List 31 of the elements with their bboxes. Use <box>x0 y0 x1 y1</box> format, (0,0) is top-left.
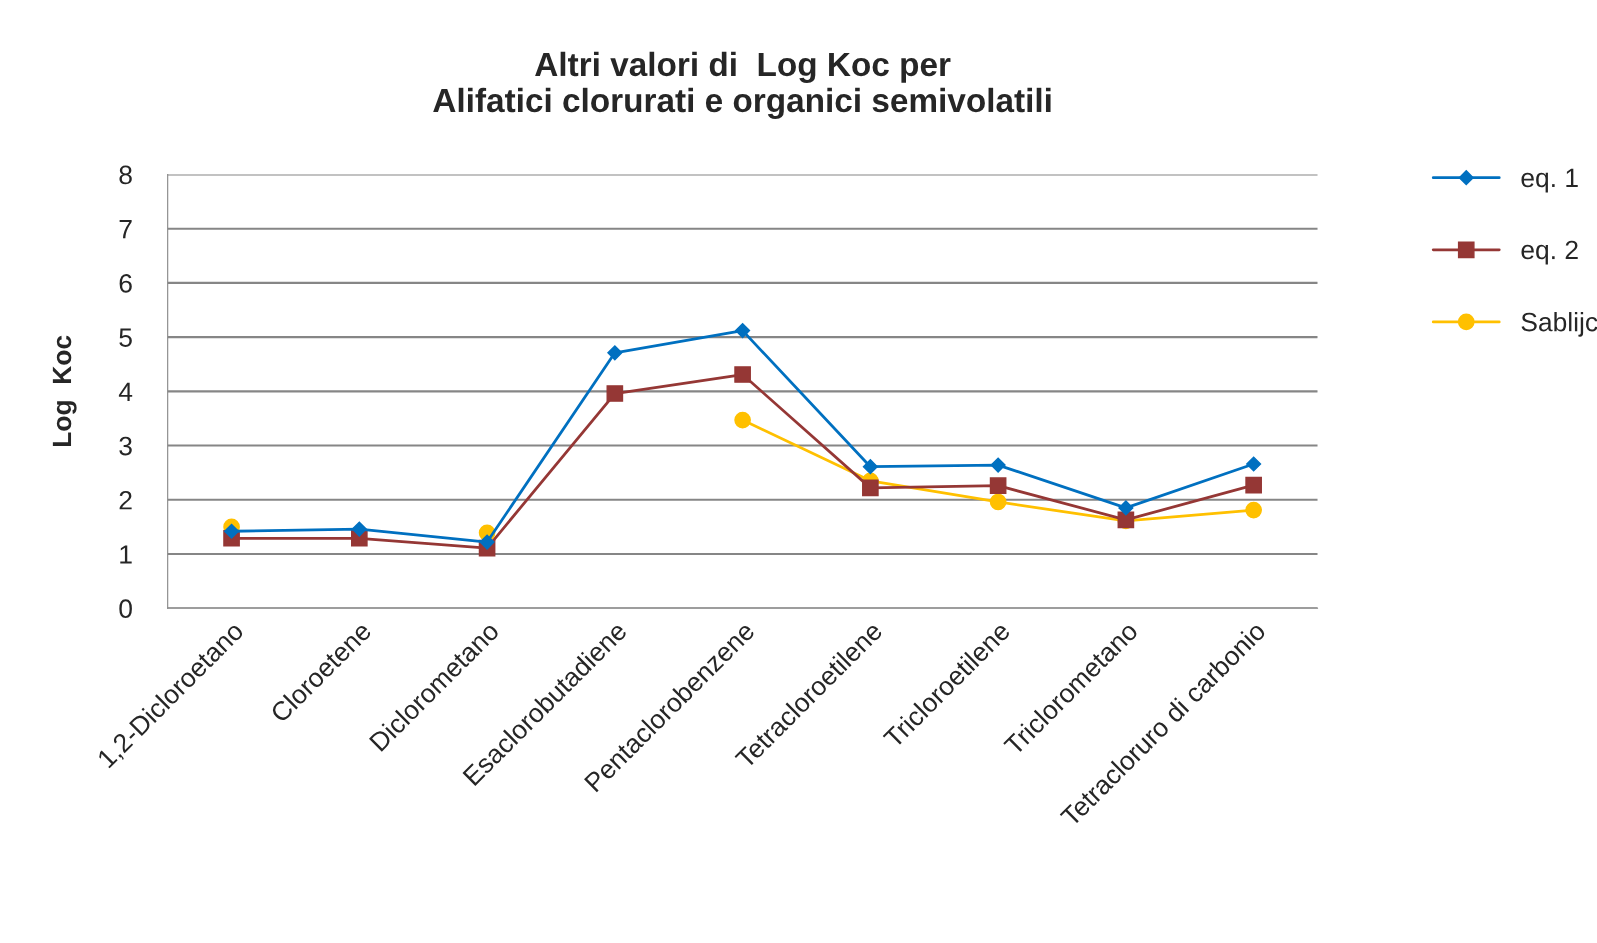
y-tick-label: 7 <box>119 220 132 239</box>
point <box>607 345 623 361</box>
point <box>1118 500 1134 516</box>
legend-label: Sablijc <box>1521 312 1597 337</box>
y-tick-label: 4 <box>118 382 133 401</box>
legend-label: eq. 1 <box>1521 168 1578 193</box>
point <box>734 366 751 383</box>
point <box>351 521 367 537</box>
point <box>989 477 1007 495</box>
point <box>479 534 495 550</box>
point <box>862 479 879 497</box>
y-tick-label: 1 <box>120 545 132 564</box>
chart-title: Altri valori di Log Koc per Alifatici clorurati e organici semivolatili <box>433 51 1051 120</box>
point <box>1245 476 1262 494</box>
point <box>734 411 751 429</box>
point <box>990 457 1006 473</box>
point <box>1246 456 1262 472</box>
y-axis-title: Log Koc <box>52 335 77 447</box>
y-tick-label: 2 <box>119 490 132 510</box>
point <box>1245 501 1262 519</box>
y-tick-label: 3 <box>119 436 132 456</box>
y-tick-label: 8 <box>119 165 132 185</box>
legend-label: eq. 2 <box>1521 240 1578 265</box>
point <box>735 323 751 339</box>
point <box>606 385 624 402</box>
point <box>989 493 1007 511</box>
point <box>862 459 878 475</box>
point <box>223 523 240 539</box>
y-tick-label: 5 <box>119 328 132 347</box>
y-tick-label: 0 <box>119 599 132 619</box>
y-tick-label: 6 <box>119 274 132 293</box>
